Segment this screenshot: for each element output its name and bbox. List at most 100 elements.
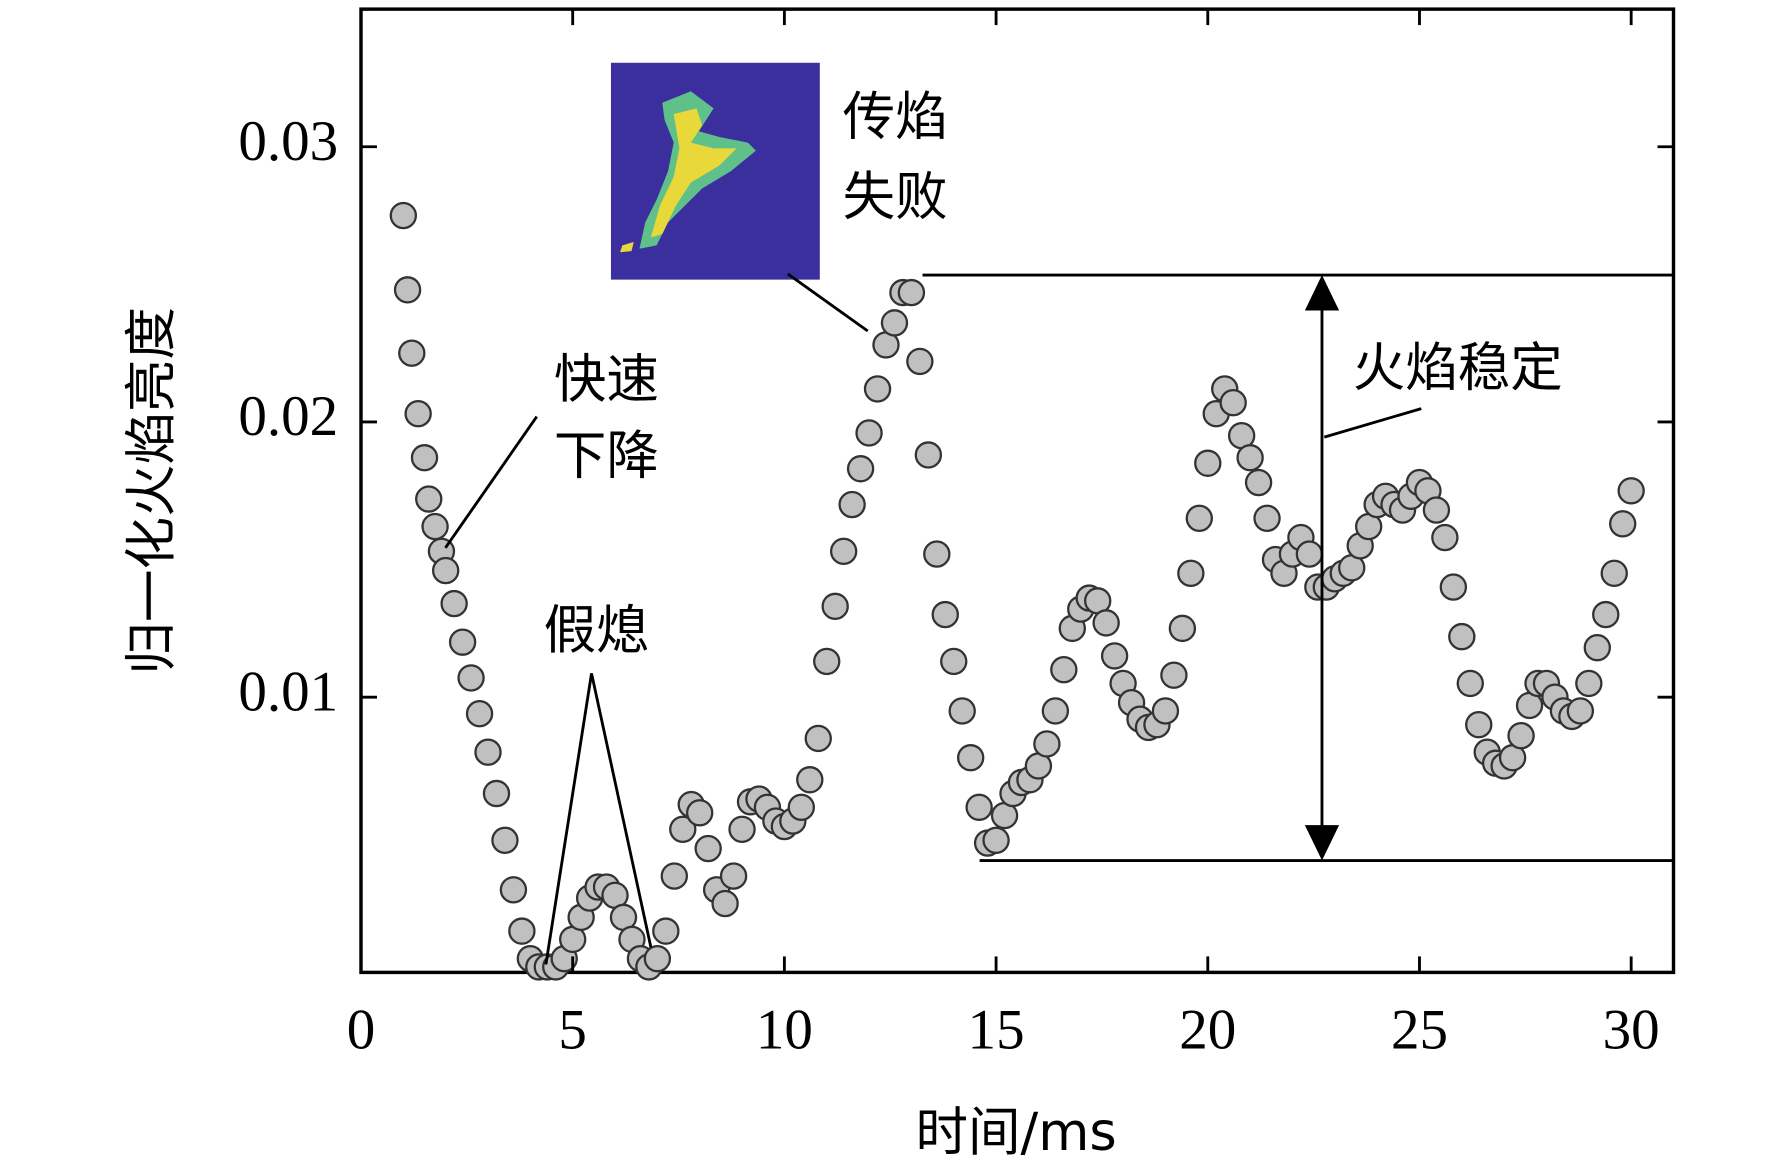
marker [1507, 722, 1535, 750]
marker [1575, 669, 1603, 698]
marker [1592, 600, 1620, 629]
marker [474, 738, 502, 766]
marker [660, 862, 689, 890]
marker [940, 647, 968, 676]
marker [393, 276, 422, 304]
y-axis-label: 归一化火焰亮度 [121, 307, 182, 675]
marker [1050, 655, 1078, 684]
marker [787, 793, 816, 821]
marker [398, 339, 426, 367]
marker [1177, 559, 1205, 588]
pointer-line [787, 272, 869, 333]
marker [956, 744, 985, 772]
marker [431, 556, 460, 585]
marker [1100, 642, 1129, 670]
marker [728, 815, 756, 843]
marker [1194, 449, 1222, 477]
marker [1168, 614, 1197, 643]
marker [931, 600, 959, 629]
marker [965, 793, 993, 821]
pointer-line [1323, 407, 1422, 439]
x-tick-label: 15 [968, 998, 1025, 1061]
marker [482, 779, 511, 808]
marker [652, 917, 680, 945]
x-tick-label: 10 [756, 998, 813, 1061]
marker [906, 347, 934, 376]
marker [448, 628, 477, 656]
marker [1617, 477, 1645, 505]
marker [669, 815, 697, 843]
marker [389, 201, 418, 230]
pointer-line [444, 415, 538, 549]
y-tick-label: 0.03 [238, 110, 338, 173]
marker [404, 400, 432, 428]
marker [491, 826, 519, 854]
marker [415, 485, 443, 513]
marker [1253, 504, 1281, 532]
marker [838, 490, 866, 519]
annotation: 失败 [843, 166, 948, 227]
marker [686, 799, 714, 827]
marker [863, 375, 892, 403]
x-axis-label: 时间/ms [916, 1102, 1117, 1163]
marker [1600, 559, 1628, 588]
markers [389, 201, 1645, 981]
marker [1236, 444, 1264, 472]
y-tick-label: 0.02 [238, 385, 338, 448]
marker [855, 419, 883, 447]
marker [694, 834, 722, 863]
marker [1160, 661, 1188, 689]
marker [1609, 510, 1637, 538]
marker [982, 826, 1010, 854]
x-tick-label: 20 [1179, 998, 1236, 1061]
marker [914, 441, 943, 469]
marker [1422, 496, 1451, 524]
marker [1465, 711, 1493, 739]
marker [1456, 669, 1484, 698]
marker [821, 592, 849, 621]
marker [1566, 697, 1595, 725]
marker [813, 647, 841, 676]
pointer-line [544, 673, 653, 965]
annotation: 火焰稳定 [1353, 338, 1563, 399]
annotation: 假熄 [544, 600, 649, 661]
marker [804, 724, 832, 753]
marker [410, 444, 439, 472]
marker [846, 455, 875, 483]
x-tick-label: 30 [1603, 998, 1660, 1061]
marker [897, 278, 926, 307]
marker [719, 862, 748, 890]
marker [1244, 468, 1273, 497]
marker [440, 589, 468, 618]
marker [1431, 523, 1459, 552]
marker [948, 697, 976, 725]
marker [1092, 609, 1120, 637]
x-tick-label: 5 [558, 998, 587, 1061]
marker [1439, 573, 1468, 601]
x-tick-label: 25 [1391, 998, 1448, 1061]
marker [711, 889, 739, 918]
plot-frame [359, 7, 1676, 975]
marker [1151, 697, 1180, 725]
marker [829, 537, 858, 566]
marker [457, 664, 485, 692]
x-tick-label: 0 [347, 998, 376, 1061]
inset-image [610, 62, 820, 280]
marker [1448, 622, 1476, 651]
marker [643, 944, 672, 973]
annotation: 传焰 [843, 86, 948, 147]
marker [1033, 730, 1061, 758]
marker [1295, 540, 1324, 568]
marker [923, 540, 951, 568]
marker [880, 309, 909, 337]
marker [465, 699, 494, 728]
annotation: 下降 [554, 425, 659, 486]
marker [1583, 633, 1611, 662]
y-tick-label: 0.01 [238, 660, 338, 723]
annotation: 快速 [554, 349, 659, 410]
marker [796, 766, 824, 794]
marker [499, 876, 528, 904]
marker [1041, 697, 1070, 725]
marker [1185, 504, 1214, 532]
